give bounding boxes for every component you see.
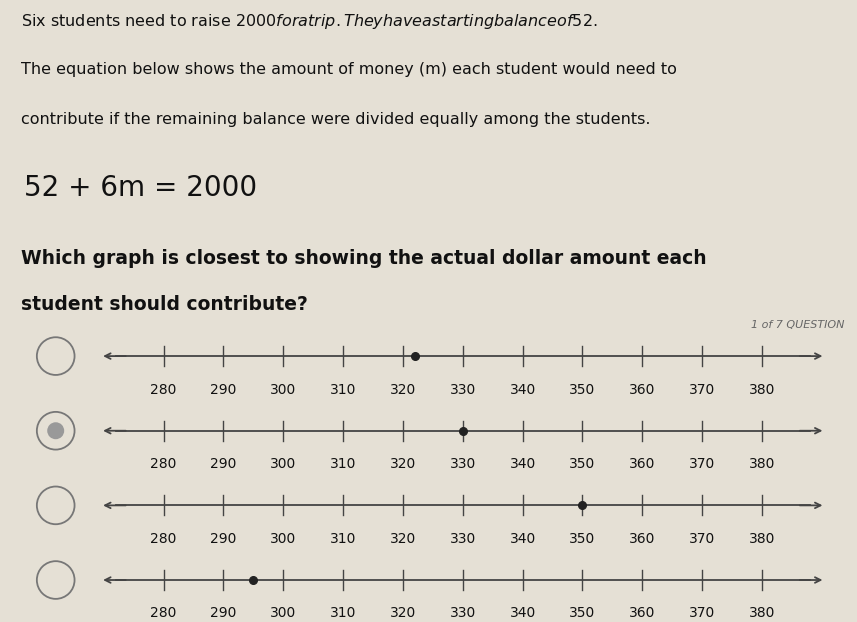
Text: 330: 330 xyxy=(450,457,476,471)
Text: 280: 280 xyxy=(150,383,177,397)
Text: 330: 330 xyxy=(450,606,476,621)
Text: 280: 280 xyxy=(150,606,177,621)
Text: 380: 380 xyxy=(749,383,776,397)
Text: 320: 320 xyxy=(390,383,416,397)
Text: 360: 360 xyxy=(629,457,656,471)
Text: 280: 280 xyxy=(150,457,177,471)
Text: 300: 300 xyxy=(270,457,297,471)
Text: 330: 330 xyxy=(450,383,476,397)
Text: 290: 290 xyxy=(210,383,237,397)
Text: 350: 350 xyxy=(569,606,596,621)
Text: 320: 320 xyxy=(390,457,416,471)
Text: 380: 380 xyxy=(749,457,776,471)
Text: 310: 310 xyxy=(330,457,357,471)
Text: 280: 280 xyxy=(150,532,177,546)
Text: 350: 350 xyxy=(569,532,596,546)
Text: 370: 370 xyxy=(689,606,716,621)
Text: 1 of 7 QUESTION: 1 of 7 QUESTION xyxy=(751,320,844,330)
Text: 300: 300 xyxy=(270,383,297,397)
Text: 290: 290 xyxy=(210,606,237,621)
Text: 380: 380 xyxy=(749,532,776,546)
Text: 320: 320 xyxy=(390,532,416,546)
Text: 370: 370 xyxy=(689,383,716,397)
Text: The equation below shows the amount of money (m) each student would need to: The equation below shows the amount of m… xyxy=(21,62,677,77)
Text: 310: 310 xyxy=(330,606,357,621)
Text: 340: 340 xyxy=(510,457,536,471)
Text: 310: 310 xyxy=(330,532,357,546)
Text: 350: 350 xyxy=(569,383,596,397)
Text: 340: 340 xyxy=(510,532,536,546)
Text: 320: 320 xyxy=(390,606,416,621)
Text: 310: 310 xyxy=(330,383,357,397)
Text: 370: 370 xyxy=(689,532,716,546)
Text: 340: 340 xyxy=(510,606,536,621)
Text: Six students need to raise $2000 for a trip. They have a starting balance of $52: Six students need to raise $2000 for a t… xyxy=(21,12,598,32)
Text: 350: 350 xyxy=(569,457,596,471)
Text: 360: 360 xyxy=(629,606,656,621)
Ellipse shape xyxy=(47,422,64,439)
Text: 52 + 6m = 2000: 52 + 6m = 2000 xyxy=(24,174,257,202)
Text: 370: 370 xyxy=(689,457,716,471)
Text: 300: 300 xyxy=(270,606,297,621)
Text: 360: 360 xyxy=(629,383,656,397)
Text: contribute if the remaining balance were divided equally among the students.: contribute if the remaining balance were… xyxy=(21,112,651,127)
Text: 330: 330 xyxy=(450,532,476,546)
Text: 290: 290 xyxy=(210,532,237,546)
Text: 340: 340 xyxy=(510,383,536,397)
Text: 380: 380 xyxy=(749,606,776,621)
Text: 290: 290 xyxy=(210,457,237,471)
Text: student should contribute?: student should contribute? xyxy=(21,295,309,315)
Text: 360: 360 xyxy=(629,532,656,546)
Text: Which graph is closest to showing the actual dollar amount each: Which graph is closest to showing the ac… xyxy=(21,249,707,268)
Text: 300: 300 xyxy=(270,532,297,546)
